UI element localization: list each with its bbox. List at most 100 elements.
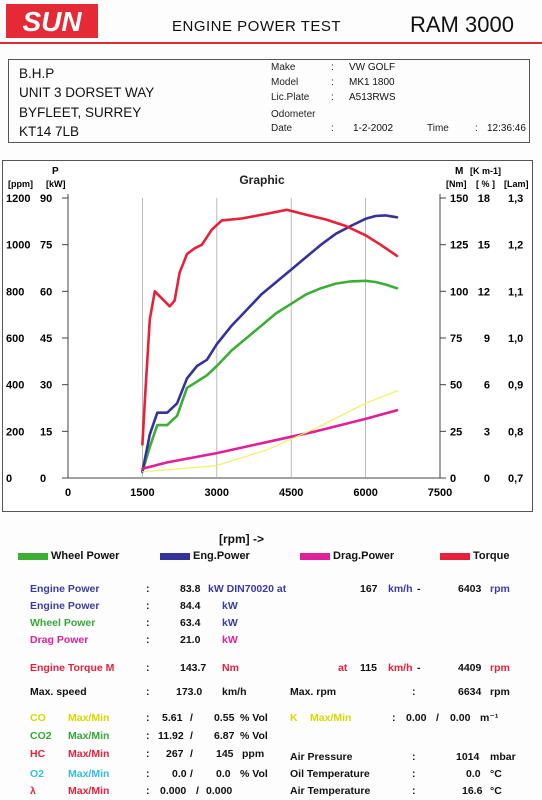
series-drag-power — [141, 408, 399, 471]
et-at: at — [338, 662, 348, 674]
pct-tick-label: 12 — [478, 286, 490, 298]
ppm-tick-label: 800 — [6, 286, 24, 298]
header-divider — [0, 42, 542, 44]
at-colon: : — [412, 785, 416, 797]
lambda-tick-label: 1,0 — [508, 333, 523, 345]
series-eng-power — [141, 214, 399, 474]
k-unit: m⁻¹ — [480, 712, 499, 724]
time-value: 12:36:46 — [487, 123, 526, 134]
kw-tick-label: 75 — [40, 240, 52, 252]
wp-unit: kW — [222, 617, 238, 629]
nm-tick-label: 100 — [450, 286, 468, 298]
right-unit-k: [K m-1] — [470, 166, 501, 176]
time-colon: : — [475, 123, 478, 134]
wp-val: 63.4 — [180, 617, 201, 629]
et-unit: Nm — [222, 662, 239, 674]
series-wheel-power — [141, 279, 399, 474]
kw-tick-label: 30 — [40, 380, 52, 392]
lambda-tick-label: 1,2 — [508, 240, 523, 252]
model-label: Model — [271, 77, 299, 88]
pct-tick-label: 9 — [484, 333, 490, 345]
make-label: Make — [271, 62, 296, 73]
et-colon: : — [146, 662, 150, 674]
legend-wheel-label: Wheel Power — [51, 550, 120, 562]
et-speed: 115 — [360, 662, 377, 674]
nm-tick-label: 0 — [450, 473, 456, 485]
nm-tick-label: 25 — [450, 426, 462, 438]
pct-tick-label: 6 — [484, 380, 490, 392]
o2-max: 0.0 — [172, 768, 187, 780]
nm-tick-label: 125 — [450, 240, 468, 252]
co2-colon: : — [146, 730, 150, 742]
dp-label: Drag Power — [30, 634, 89, 646]
ep-label: Engine Power — [30, 583, 100, 595]
wp-colon: : — [146, 617, 150, 629]
date-label: Date — [271, 123, 293, 134]
ms-val: 173.0 — [176, 686, 203, 698]
k-mm: Max/Min — [310, 712, 352, 724]
ap-colon: : — [412, 751, 416, 763]
x-tick-label: 6000 — [353, 487, 377, 499]
o2-label: O2 — [30, 768, 45, 780]
graph-frame — [2, 160, 533, 512]
o2-colon: : — [146, 768, 150, 780]
k-label: K — [290, 712, 298, 724]
ppm-tick-label: 1000 — [6, 240, 30, 252]
co-unit: % Vol — [240, 712, 268, 724]
legend-drag: Drag.Power — [300, 550, 394, 562]
machine-model: RAM 3000 — [410, 12, 514, 37]
ppm-tick-label: 0 — [6, 473, 12, 485]
co2-slash: / — [190, 730, 193, 742]
lambda-tick-label: 0,9 — [508, 380, 523, 392]
legend-engine-label: Eng.Power — [193, 550, 250, 562]
la-slash: / — [196, 785, 199, 797]
k-max: 0.00 — [406, 712, 427, 724]
co2-label: CO2 — [30, 730, 52, 742]
ppm-tick-label: 400 — [6, 380, 24, 392]
pct-tick-label: 15 — [478, 240, 490, 252]
x-tick-label: 7500 — [428, 487, 452, 499]
chart-grid — [67, 194, 441, 479]
ep2-colon: : — [146, 600, 150, 612]
x-tick-label: 3000 — [205, 487, 229, 499]
x-axis-label: [rpm] -> — [219, 532, 264, 546]
pct-tick-label: 18 — [478, 193, 490, 205]
address-line-2: UNIT 3 DORSET WAY — [19, 85, 155, 100]
ep2-val: 84.4 — [180, 600, 201, 612]
hc-label: HC — [30, 748, 46, 760]
ppm-tick-label: 1200 — [6, 193, 30, 205]
co2-min: 6.87 — [214, 730, 235, 742]
co-colon: : — [146, 712, 150, 724]
kw-tick-label: 0 — [40, 473, 46, 485]
la-max: 0.000 — [160, 785, 187, 797]
ep2-unit: kW — [222, 600, 238, 612]
ep-rpm: 6403 — [458, 583, 482, 595]
nm-tick-label: 50 — [450, 380, 462, 392]
make-value: VW GOLF — [349, 62, 396, 73]
x-tick-label: 1500 — [130, 487, 154, 499]
co-max: 5.61 — [162, 712, 183, 724]
at-unit: °C — [490, 785, 502, 797]
ot-unit: °C — [490, 768, 502, 780]
series-auxiliary — [141, 390, 398, 473]
legend-engine-swatch — [160, 552, 190, 560]
kw-tick-label: 45 — [40, 333, 52, 345]
lambda-tick-label: 0,8 — [508, 426, 523, 438]
legend-wheel-swatch — [18, 552, 48, 560]
legend-engine: Eng.Power — [160, 550, 250, 562]
date-colon: : — [331, 123, 334, 134]
left-unit-ppm: [ppm] — [8, 179, 33, 189]
la-min: 0.000 — [206, 785, 233, 797]
lambda-tick-label: 1,1 — [508, 286, 523, 298]
legend-drag-swatch — [300, 552, 330, 560]
ot-val: 0.0 — [466, 768, 481, 780]
ap-unit: mbar — [490, 751, 516, 763]
address-line-3: BYFLEET, SURREY — [19, 105, 142, 120]
ppm-tick-label: 600 — [6, 333, 24, 345]
co2-max: 11.92 — [158, 730, 184, 742]
chart-series — [141, 208, 399, 474]
co2-unit: % Vol — [240, 730, 268, 742]
right-unit-m: M — [455, 166, 463, 177]
logo-text: SUN — [22, 6, 82, 37]
co-slash: / — [190, 712, 193, 724]
